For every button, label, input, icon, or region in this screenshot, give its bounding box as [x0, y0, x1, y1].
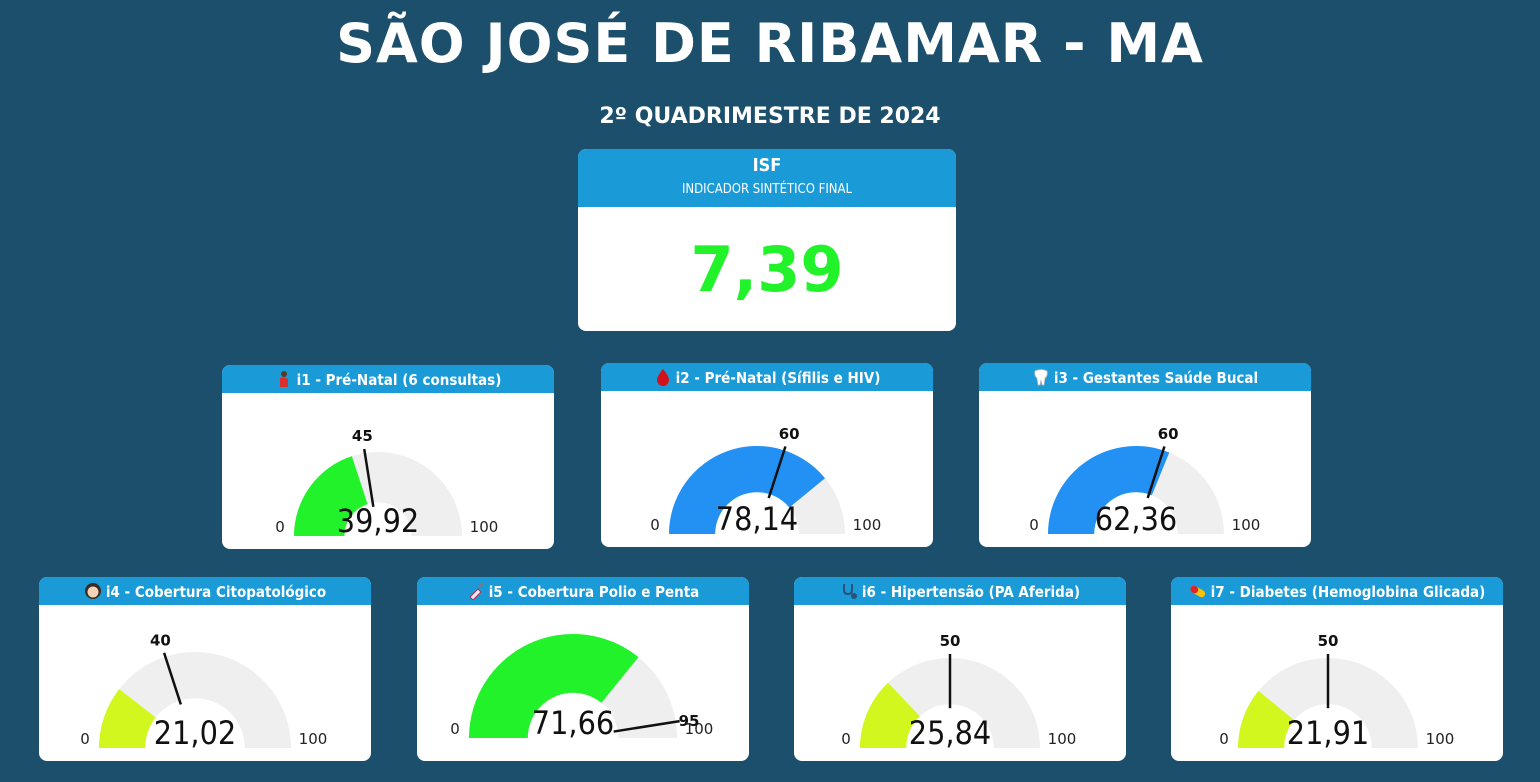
- gauge-title-text: i3 - Gestantes Saúde Bucal: [1053, 369, 1259, 387]
- gauge-target-marker: [162, 652, 183, 705]
- gauge-target-label: 50: [940, 632, 961, 650]
- gauge-min-label: 0: [841, 730, 851, 748]
- gauge-max-label: 100: [685, 720, 714, 738]
- gauge-min-label: 0: [650, 516, 660, 534]
- gauge-title-text: i2 - Pré-Natal (Sífilis e HIV): [675, 369, 881, 387]
- gauge-value-arc: [1048, 446, 1170, 534]
- stethoscope-icon: [842, 584, 857, 599]
- gauge-value-label: 62,36: [1095, 500, 1177, 538]
- gauge-title: i7 - Diabetes (Hemoglobina Glicada): [1171, 577, 1503, 605]
- gauge-card-i1: i1 - Pré-Natal (6 consultas) 45 39,92 0 100: [222, 365, 554, 549]
- gauge-i6: 50 25,84 0 100: [841, 632, 1077, 752]
- gauge-card-i3: i3 - Gestantes Saúde Bucal 60 62,36 0 100: [979, 363, 1311, 547]
- gauge-i3: 60 62,36 0 100: [1029, 425, 1261, 538]
- gauge-min-label: 0: [450, 720, 460, 738]
- gauge-min-label: 0: [1219, 730, 1229, 748]
- gauge-max-label: 100: [299, 730, 328, 748]
- gauge-i1: 45 39,92 0 100: [275, 427, 499, 540]
- gauge-target-label: 60: [779, 425, 800, 443]
- gauge-title-text: i7 - Diabetes (Hemoglobina Glicada): [1210, 583, 1486, 601]
- gauge-title: i1 - Pré-Natal (6 consultas): [222, 365, 554, 393]
- gauge-title: i4 - Cobertura Citopatológico: [39, 577, 371, 605]
- gauge-title: i5 - Cobertura Polio e Penta: [417, 577, 749, 605]
- isf-card: ISF INDICADOR SINTÉTICO FINAL 7,39: [578, 149, 956, 331]
- gauge-value-arc: [469, 634, 639, 738]
- gauge-i2: 60 78,14 0 100: [650, 425, 882, 538]
- gauge-target-marker: [362, 448, 375, 507]
- gauge-value-arc: [669, 446, 826, 534]
- gauge-i4: 40 21,02 0 100: [80, 631, 328, 752]
- gauge-min-label: 0: [275, 518, 285, 536]
- gauge-target-label: 45: [352, 427, 373, 445]
- isf-sublabel: INDICADOR SINTÉTICO FINAL: [681, 182, 853, 197]
- gauge-max-label: 100: [1232, 516, 1261, 534]
- gauge-card-i6: i6 - Hipertensão (PA Aferida) 50 25,84 0 100: [794, 577, 1126, 761]
- gauge-title-text: i4 - Cobertura Citopatológico: [105, 583, 327, 601]
- gauge-i5: 95 71,66 0 100: [450, 634, 714, 742]
- syringe-icon: [468, 582, 484, 600]
- gauge-value-label: 21,91: [1287, 714, 1369, 752]
- gauge-target-marker: [613, 719, 680, 733]
- gauge-max-label: 100: [1426, 730, 1455, 748]
- gauge-title: i2 - Pré-Natal (Sífilis e HIV): [601, 363, 933, 391]
- gauge-value-label: 39,92: [337, 502, 419, 540]
- gauge-i7: 50 21,91 0 100: [1219, 632, 1455, 752]
- gauge-target-label: 50: [1318, 632, 1339, 650]
- gauge-title-text: i1 - Pré-Natal (6 consultas): [296, 371, 502, 389]
- blood-drop-icon: [656, 369, 669, 386]
- gauge-title: i6 - Hipertensão (PA Aferida): [794, 577, 1126, 605]
- gauge-max-label: 100: [470, 518, 499, 536]
- gauge-target-label: 95: [679, 712, 700, 730]
- gauge-value-arc: [99, 689, 156, 748]
- gauge-card-i2: i2 - Pré-Natal (Sífilis e HIV) 60 78,14 0 10…: [601, 363, 933, 547]
- gauge-title-text: i6 - Hipertensão (PA Aferida): [861, 583, 1081, 601]
- tooth-icon: [1034, 369, 1048, 386]
- gauge-target-marker: [1146, 446, 1166, 499]
- page-title: SÃO JOSÉ DE RIBAMAR - MA: [336, 12, 1204, 75]
- isf-label: ISF: [752, 155, 782, 176]
- gauge-value-label: 25,84: [909, 714, 991, 752]
- gauge-target-marker: [767, 446, 787, 499]
- pill-icon: [1190, 585, 1205, 598]
- woman-icon: [84, 583, 101, 599]
- gauge-value-arc: [294, 456, 368, 536]
- gauge-card-i4: i4 - Cobertura Citopatológico 40 21,02 0 100: [39, 577, 371, 761]
- gauge-card-i7: i7 - Diabetes (Hemoglobina Glicada) 50 21,…: [1171, 577, 1503, 761]
- isf-header: ISF INDICADOR SINTÉTICO FINAL: [578, 149, 956, 207]
- gauge-title: i3 - Gestantes Saúde Bucal: [979, 363, 1311, 391]
- gauge-min-label: 0: [1029, 516, 1039, 534]
- gauge-min-label: 0: [80, 730, 90, 748]
- gauge-value-arc: [1238, 690, 1295, 748]
- gauge-target-label: 60: [1158, 425, 1179, 443]
- gauge-value-label: 71,66: [532, 704, 614, 742]
- gauge-title-text: i5 - Cobertura Polio e Penta: [488, 583, 700, 601]
- gauge-max-label: 100: [853, 516, 882, 534]
- page-subtitle: 2º QUADRIMESTRE DE 2024: [599, 104, 941, 129]
- gauge-target-label: 40: [150, 631, 171, 649]
- isf-value: 7,39: [690, 233, 844, 306]
- pregnant-woman-icon: [279, 371, 288, 387]
- gauge-value-arc: [860, 682, 920, 748]
- gauge-card-i5: i5 - Cobertura Polio e Penta 95 71,66 0 100: [417, 577, 749, 761]
- gauge-max-label: 100: [1048, 730, 1077, 748]
- gauge-value-label: 21,02: [154, 714, 236, 752]
- gauge-value-label: 78,14: [716, 500, 798, 538]
